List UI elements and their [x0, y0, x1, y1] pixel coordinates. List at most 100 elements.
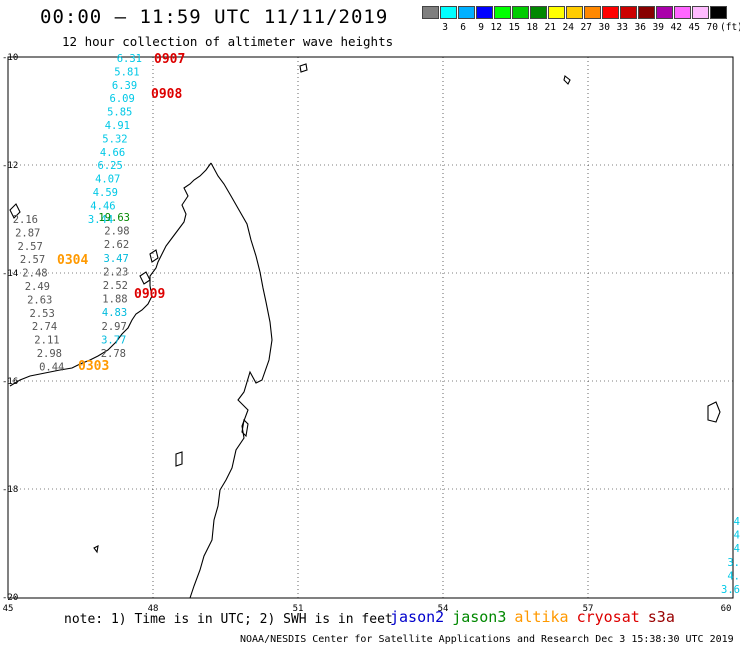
wave-height-value: 6.31: [117, 53, 142, 65]
color-swatch: [476, 6, 493, 19]
color-scale-label: 70: [706, 22, 718, 33]
satellite-legend-item: s3a: [647, 608, 675, 626]
wave-height-value: 2.11: [34, 335, 59, 347]
wave-height-value: 2.49: [25, 281, 50, 293]
wave-height-value: 2.62: [104, 239, 129, 251]
color-scale-label: 12: [490, 22, 502, 33]
color-swatch: [638, 6, 655, 19]
wave-height-value: 3.: [727, 557, 740, 569]
color-swatch: [440, 6, 457, 19]
wave-height-value: 3.6: [721, 584, 740, 596]
wave-height-value: 2.23: [103, 266, 128, 278]
wave-height-value: 5.81: [114, 66, 139, 78]
color-scale-label: 21: [544, 22, 556, 33]
reunion-island: [707, 401, 721, 423]
color-scale-label: 27: [580, 22, 592, 33]
wave-height-value: 4.66: [100, 147, 125, 159]
sainte-marie-island: [241, 418, 249, 438]
longitude-label: 48: [148, 604, 159, 614]
wave-height-value: 4: [734, 530, 740, 542]
pass-time-label: 0909: [134, 287, 165, 302]
wave-height-value: 4.91: [105, 120, 130, 132]
altimeter-tracks: 6.315.81 6.396.09 5.854.915.32 4.666.25 4.07…: [13, 53, 740, 596]
color-swatch: [584, 6, 601, 19]
pass-time-labels: 0907 0908 0304 0909 0303: [57, 52, 185, 374]
wave-height-value: 3.47: [104, 253, 129, 265]
wave-height-value: 19.63: [98, 212, 130, 224]
wave-height-value: 5.85: [107, 107, 132, 119]
comoros-islands: [139, 249, 159, 285]
color-scale-label: 30: [598, 22, 610, 33]
wave-height-value: 2.87: [15, 227, 40, 239]
wave-height-value: 2.97: [102, 321, 127, 333]
islet-southwest: [175, 451, 183, 467]
color-swatch: [602, 6, 619, 19]
footer-credit: NOAA/NESDIS Center for Satellite Applica…: [240, 634, 734, 645]
color-swatch: [548, 6, 565, 19]
longitude-label: 60: [721, 604, 732, 614]
wave-height-value: 2.48: [22, 268, 47, 280]
pass-time-label: 0908: [151, 87, 182, 102]
wave-height-value: 2.78: [101, 348, 126, 360]
latitude-label: -18: [2, 485, 18, 495]
wave-height-value: 4: [734, 543, 740, 555]
color-scale-label: 42: [670, 22, 682, 33]
color-scale-label: 15: [508, 22, 520, 33]
color-scale-label: 6: [460, 22, 466, 33]
madagascar-coast: [9, 162, 273, 599]
longitude-label: 57: [583, 604, 594, 614]
color-scale-label: 33: [616, 22, 628, 33]
color-scale-label: 3: [442, 22, 448, 33]
wave-height-value: 2.98: [37, 348, 62, 360]
page-subtitle: 12 hour collection of altimeter wave hei…: [62, 34, 394, 49]
satellite-legend: jason2 jason3 altika cryosat s3a: [390, 608, 683, 626]
map-frame: [7, 56, 734, 599]
wave-height-value: 6.25: [98, 160, 123, 172]
wave-height-value: 1.88: [102, 294, 127, 306]
wave-height-value: 0.44: [39, 361, 64, 373]
wave-height-value: 6.39: [112, 80, 137, 92]
satellite-legend-item: altika: [514, 608, 569, 626]
color-scale-label: 9: [478, 22, 484, 33]
latitude-label: -10: [2, 53, 18, 63]
latitude-label: -14: [2, 269, 18, 279]
pass-time-label: 0907: [154, 52, 185, 67]
pass-time-label: 0303: [78, 359, 109, 374]
color-scale-unit: (ft): [720, 22, 740, 33]
latitude-label: -20: [2, 593, 18, 603]
wave-height-value: 2.57: [18, 241, 43, 253]
latitude-label: -16: [2, 377, 18, 387]
wave-height-value: 2.63: [27, 294, 52, 306]
latitude-label: -12: [2, 161, 18, 171]
wave-height-value: 2.74: [32, 321, 57, 333]
lat-lon-grid: [8, 57, 733, 598]
footer-note: note: 1) Time is in UTC; 2) SWH is in fe…: [64, 612, 393, 627]
color-swatch: [566, 6, 583, 19]
longitude-label: 51: [293, 604, 304, 614]
longitude-label: 45: [3, 604, 14, 614]
color-scale-label: 24: [562, 22, 574, 33]
wave-height-value: 4.46: [90, 200, 115, 212]
color-swatch: [692, 6, 709, 19]
wave-height-value: 6.09: [110, 93, 135, 105]
wave-height-value: 3.44: [88, 214, 113, 226]
color-swatch: [512, 6, 529, 19]
color-swatch: [620, 6, 637, 19]
wave-height-value: 4.: [727, 570, 740, 582]
wave-height-value: 3.77: [101, 334, 126, 346]
page-title: 00:00 – 11:59 UTC 11/11/2019: [40, 6, 389, 28]
islet-east: [563, 75, 571, 85]
color-swatch: [674, 6, 691, 19]
color-swatch: [530, 6, 547, 19]
axis-labels: 45 48 51 54 57 60 -10 -12 -14 -16 -18 -20: [2, 53, 731, 614]
west-coast-islet: [9, 203, 21, 219]
pass-time-label: 0304: [57, 253, 88, 268]
coastline: [9, 63, 721, 599]
wave-height-value: 4.83: [102, 307, 127, 319]
color-swatch: [710, 6, 727, 19]
wave-height-value: 4: [734, 516, 740, 528]
longitude-label: 54: [438, 604, 449, 614]
wave-height-value: 4.59: [93, 187, 118, 199]
color-scale-label: 36: [634, 22, 646, 33]
wave-height-value: 2.98: [104, 226, 129, 238]
